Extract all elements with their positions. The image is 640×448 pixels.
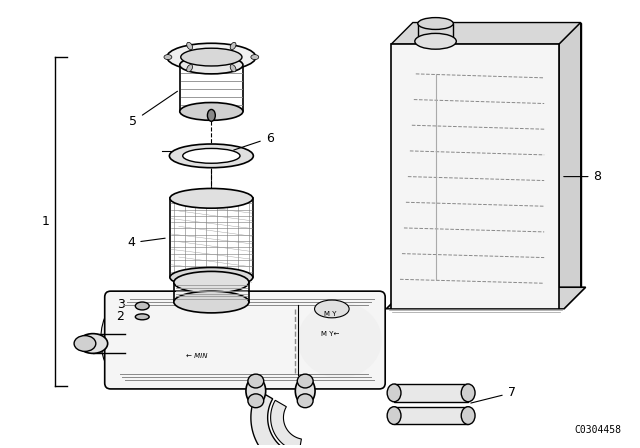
Ellipse shape: [135, 314, 149, 320]
Ellipse shape: [207, 109, 215, 121]
Text: 6: 6: [234, 132, 273, 150]
Ellipse shape: [180, 103, 243, 121]
Text: C0304458: C0304458: [574, 425, 621, 435]
Ellipse shape: [248, 394, 264, 408]
Ellipse shape: [230, 43, 236, 50]
Ellipse shape: [298, 394, 313, 408]
Ellipse shape: [387, 407, 401, 425]
Ellipse shape: [180, 48, 242, 66]
Polygon shape: [386, 287, 586, 309]
Polygon shape: [391, 44, 559, 309]
Ellipse shape: [461, 384, 475, 402]
Text: 4: 4: [127, 236, 165, 249]
Text: 3: 3: [116, 298, 124, 311]
Ellipse shape: [183, 148, 240, 163]
Bar: [394, 384, 468, 402]
Ellipse shape: [187, 65, 193, 72]
Ellipse shape: [167, 43, 256, 71]
Ellipse shape: [170, 144, 253, 168]
Ellipse shape: [174, 291, 249, 313]
Text: 2: 2: [116, 310, 124, 323]
Ellipse shape: [100, 299, 150, 380]
Ellipse shape: [78, 334, 108, 353]
Text: 5: 5: [129, 91, 177, 128]
Text: M Y: M Y: [324, 311, 336, 317]
Polygon shape: [271, 400, 301, 448]
Ellipse shape: [164, 55, 172, 60]
Text: 7: 7: [471, 386, 516, 403]
Ellipse shape: [187, 43, 193, 50]
Ellipse shape: [298, 302, 381, 378]
Polygon shape: [413, 22, 580, 287]
Text: 1: 1: [42, 215, 49, 228]
Ellipse shape: [74, 336, 96, 351]
Ellipse shape: [251, 55, 259, 60]
Ellipse shape: [415, 34, 456, 49]
Ellipse shape: [418, 17, 453, 30]
Bar: [394, 407, 468, 425]
Text: ← MIN: ← MIN: [186, 353, 207, 359]
Ellipse shape: [170, 267, 253, 287]
Text: M Y←: M Y←: [321, 331, 339, 336]
Ellipse shape: [230, 65, 236, 72]
Text: 8: 8: [564, 170, 602, 183]
FancyBboxPatch shape: [105, 291, 385, 389]
Ellipse shape: [315, 300, 349, 318]
Ellipse shape: [295, 377, 315, 405]
Ellipse shape: [298, 374, 313, 388]
Ellipse shape: [248, 374, 264, 388]
Polygon shape: [391, 22, 580, 44]
Ellipse shape: [461, 407, 475, 425]
Ellipse shape: [170, 189, 253, 208]
Ellipse shape: [174, 271, 249, 293]
Polygon shape: [251, 390, 299, 448]
Polygon shape: [559, 22, 580, 309]
Ellipse shape: [246, 377, 266, 405]
Ellipse shape: [135, 302, 149, 310]
Ellipse shape: [180, 56, 243, 74]
Ellipse shape: [387, 384, 401, 402]
